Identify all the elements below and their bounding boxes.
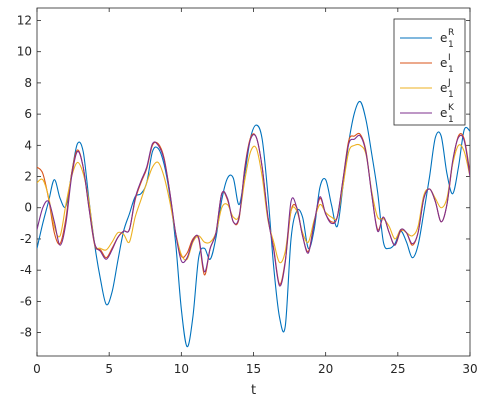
legend-label-sub: 1	[448, 65, 454, 75]
y-tick-label: 4	[24, 138, 32, 152]
y-tick-label: -2	[20, 232, 32, 246]
axis-ticks: 0 5 10 15 20 25 30 -8 -6 -4 -2 0 2 4 6 8 10 12	[17, 8, 478, 376]
y-tick-label: -4	[20, 263, 32, 277]
x-tick-label: 0	[33, 362, 41, 376]
legend-label-e1K: e	[440, 106, 447, 120]
series-line-e1K	[37, 134, 470, 287]
legend-label-sup: R	[448, 28, 454, 38]
legend-label-sup: I	[448, 53, 451, 63]
legend-label-sup: K	[448, 103, 455, 113]
x-tick-label: 20	[318, 362, 333, 376]
legend-label-sub: 1	[448, 40, 454, 50]
legend-label-e1J: e	[440, 81, 447, 95]
legend-items: e R1e I1e J1e K1	[400, 28, 455, 125]
y-tick-label: 12	[17, 13, 32, 27]
y-tick-label: 8	[24, 76, 32, 90]
x-tick-label: 10	[174, 362, 189, 376]
legend-label-sub: 1	[448, 90, 454, 100]
x-tick-label: 15	[246, 362, 261, 376]
y-tick-label: 2	[24, 170, 32, 184]
y-tick-label: 0	[24, 201, 32, 215]
legend-label-e1R: e	[440, 31, 447, 45]
x-tick-label: 30	[462, 362, 477, 376]
legend-label-sup: J	[447, 78, 451, 88]
y-tick-label: 6	[24, 107, 32, 121]
legend-label-sub: 1	[448, 115, 454, 125]
series-group	[37, 100, 470, 348]
y-tick-label: -8	[20, 326, 32, 340]
x-axis-title: t	[251, 383, 256, 398]
y-tick-label: 10	[17, 45, 32, 59]
series-line-e1J	[37, 143, 470, 264]
legend-box	[393, 18, 466, 126]
x-tick-label: 5	[105, 362, 113, 376]
legend-label-e1I: e	[440, 56, 447, 70]
x-tick-label: 25	[390, 362, 405, 376]
legend: e R1e I1e J1e K1	[393, 18, 466, 126]
y-tick-label: -6	[20, 294, 32, 308]
